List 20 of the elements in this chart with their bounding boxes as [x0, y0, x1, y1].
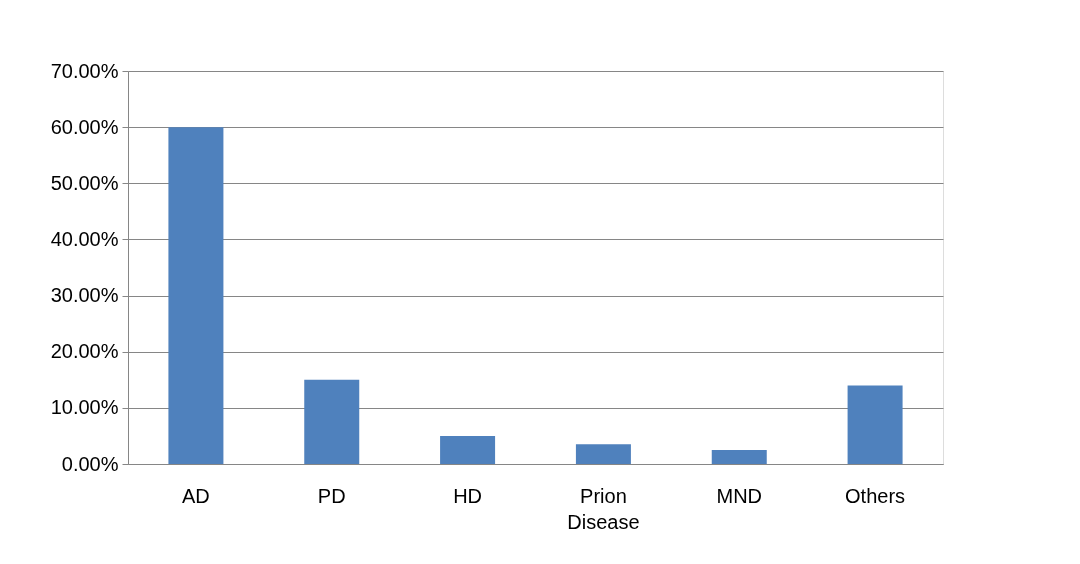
bar — [440, 435, 496, 464]
y-tick-label: 20.00% — [50, 340, 119, 363]
bar — [168, 127, 224, 464]
bar — [575, 444, 631, 464]
y-tick-label: 70.00% — [50, 59, 119, 82]
y-tick-label: 50.00% — [50, 171, 119, 194]
x-tick-label: PD — [317, 484, 346, 507]
y-tick-label: 30.00% — [50, 284, 119, 307]
x-tick-label: MND — [716, 484, 763, 507]
bar — [711, 449, 767, 464]
y-tick-label: 60.00% — [50, 115, 119, 138]
bar — [304, 379, 360, 464]
y-tick-label: 40.00% — [50, 227, 119, 250]
bar — [847, 385, 903, 464]
x-tick-label: Others — [845, 484, 906, 507]
y-tick-label: 0.00% — [61, 452, 119, 475]
x-tick-label: Prion Disease — [567, 484, 640, 533]
x-tick-label: HD — [453, 484, 483, 507]
x-tick-label: AD — [182, 484, 210, 507]
y-tick-label: 10.00% — [50, 396, 119, 419]
